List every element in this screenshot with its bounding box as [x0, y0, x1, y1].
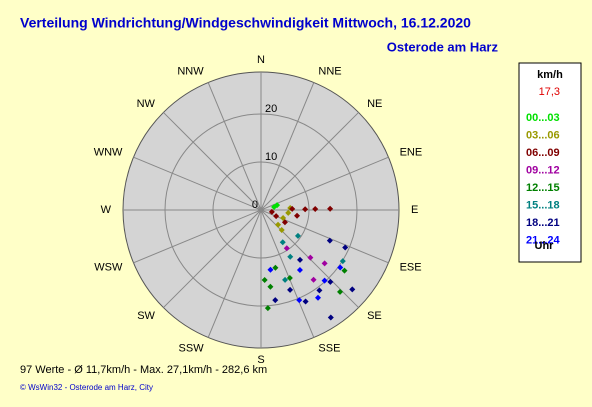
data-point [337, 288, 344, 295]
spoke [207, 209, 262, 338]
legend-entry: 03...06 [526, 129, 560, 141]
data-point [307, 254, 314, 261]
data-point [342, 244, 349, 251]
direction-label: WNW [94, 147, 123, 159]
legend-entry: 21...24 [526, 234, 561, 246]
direction-label: NNE [318, 65, 341, 77]
spoke [260, 156, 389, 211]
data-point [349, 286, 356, 293]
chart-title: Verteilung Windrichtung/Windgeschwindigk… [20, 15, 471, 31]
direction-label: SW [137, 310, 155, 322]
direction-label: ESE [400, 261, 422, 273]
legend-entry: 09...12 [526, 164, 560, 176]
data-point [326, 237, 333, 244]
data-point [327, 278, 334, 285]
direction-label: NE [367, 98, 382, 110]
data-point [286, 275, 293, 282]
data-point [302, 298, 309, 305]
spoke [163, 209, 262, 308]
data-point [280, 215, 287, 222]
data-point [321, 260, 328, 267]
ring [164, 113, 358, 307]
data-point [287, 253, 294, 260]
data-point [283, 245, 290, 252]
direction-label: WSW [94, 261, 123, 273]
data-point [267, 266, 274, 273]
data-point [278, 227, 285, 234]
data-point [272, 264, 279, 271]
data-point [268, 208, 275, 215]
chart-subtitle: Osterode am Harz [387, 39, 499, 54]
direction-label: E [411, 204, 418, 216]
data-point [327, 314, 334, 321]
data-point [279, 239, 286, 246]
direction-label: NNW [177, 65, 204, 77]
data-point [296, 297, 303, 304]
legend-footer: Uhr [535, 240, 555, 252]
direction-label: N [257, 54, 265, 66]
data-point [294, 212, 301, 219]
spoke [207, 82, 262, 211]
data-point [302, 206, 309, 213]
data-point [273, 213, 280, 220]
data-point [337, 264, 344, 271]
legend-entry: 15...18 [526, 199, 560, 211]
legend-entry: 06...09 [526, 147, 560, 159]
direction-label: SSE [318, 342, 340, 354]
spoke [260, 112, 359, 211]
footer: © WsWin32 - Osterode am Harz, City [20, 383, 153, 392]
data-point [272, 297, 279, 304]
direction-label: SE [367, 310, 382, 322]
spoke [260, 209, 315, 338]
ring-label: 0 [252, 199, 258, 211]
legend-title: km/h [537, 69, 563, 81]
data-point [287, 286, 294, 293]
direction-label: ENE [400, 147, 423, 159]
ring [212, 161, 310, 259]
data-point [294, 232, 301, 239]
legend-box [518, 62, 582, 263]
ring-label: 20 [265, 103, 277, 115]
data-point [327, 205, 334, 212]
direction-label: SSW [179, 342, 205, 354]
spoke [133, 156, 262, 211]
current-value: 17,3 [539, 86, 560, 98]
data-point [296, 266, 303, 273]
data-point [321, 277, 328, 284]
data-point [264, 305, 271, 312]
data-point [282, 276, 289, 283]
ring [260, 209, 262, 211]
data-point [341, 267, 348, 274]
data-point [310, 276, 317, 283]
data-point [281, 219, 288, 226]
data-point [316, 287, 323, 294]
legend-entry: 18...21 [526, 217, 560, 229]
data-point [289, 205, 296, 212]
data-point [339, 258, 346, 265]
data-point [271, 203, 278, 210]
spoke [163, 112, 262, 211]
data-point [275, 221, 282, 228]
data-point [285, 209, 292, 216]
legend-entry: 00...03 [526, 112, 560, 124]
ring-label: 10 [265, 151, 277, 163]
direction-label: W [101, 204, 112, 216]
spoke [133, 209, 262, 264]
data-point [312, 206, 319, 213]
spoke [260, 82, 315, 211]
legend-entry: 12...15 [526, 182, 560, 194]
direction-label: S [257, 354, 264, 366]
data-point [297, 256, 304, 263]
data-point [261, 276, 268, 283]
direction-label: NW [137, 98, 156, 110]
data-point [267, 283, 274, 290]
summary: 97 Werte - Ø 11,7km/h - Max. 27,1km/h - … [20, 364, 267, 376]
data-point [314, 294, 321, 301]
